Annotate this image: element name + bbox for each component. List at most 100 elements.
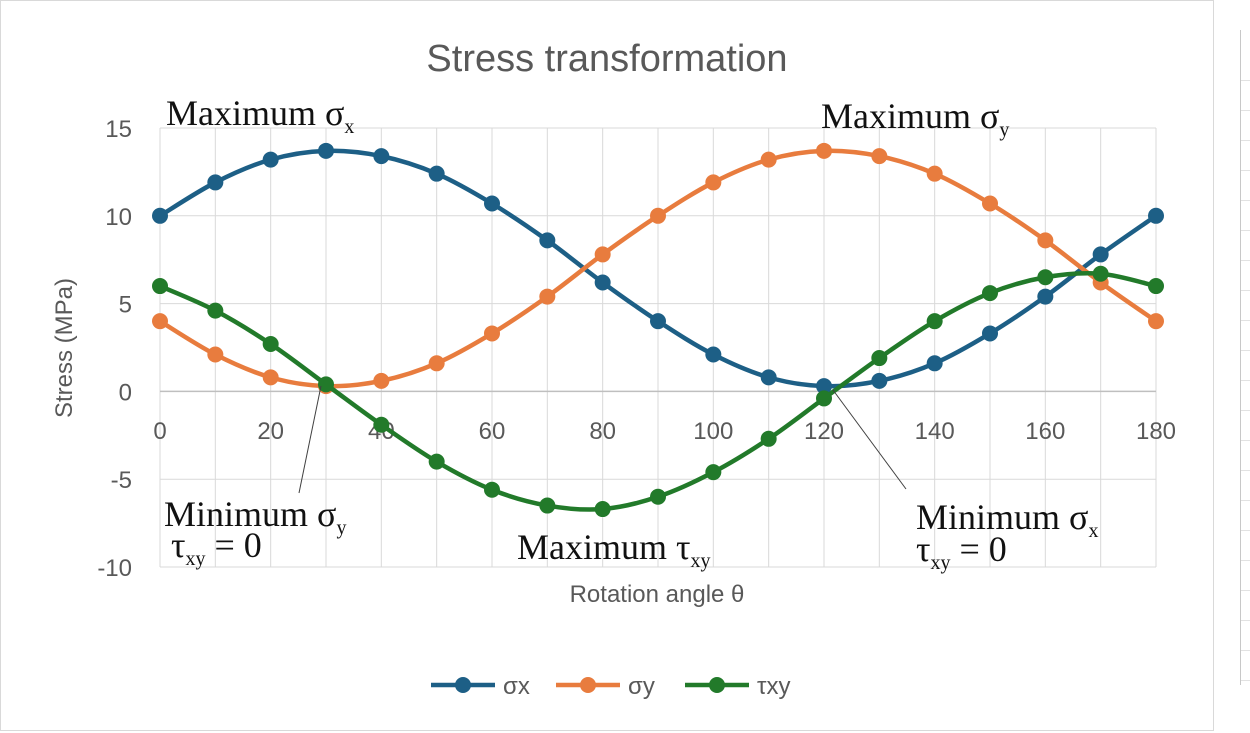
data-point[interactable]	[318, 142, 334, 159]
data-point[interactable]	[484, 195, 500, 212]
data-point[interactable]	[1148, 207, 1164, 224]
data-point[interactable]	[1037, 288, 1054, 305]
side-panel-cell	[1241, 620, 1250, 621]
data-point[interactable]	[760, 369, 777, 386]
data-point[interactable]	[650, 207, 666, 224]
data-point[interactable]	[428, 165, 445, 182]
side-panel-cell	[1241, 560, 1250, 561]
data-point[interactable]	[373, 148, 390, 165]
y-tick-label: 15	[105, 116, 132, 143]
series-3	[152, 265, 1164, 518]
side-panel-cell	[1241, 320, 1250, 321]
data-point[interactable]	[650, 488, 666, 505]
x-tick-label: 20	[257, 418, 284, 445]
legend-item-3[interactable]: τxy	[685, 673, 790, 700]
legend-label: σy	[628, 673, 655, 700]
legend-label: σx	[503, 673, 530, 700]
data-point[interactable]	[207, 346, 224, 363]
side-panel-cell	[1241, 230, 1250, 231]
data-point[interactable]	[982, 325, 998, 342]
leader-line-min-sy	[298, 385, 322, 494]
data-point[interactable]	[982, 195, 998, 212]
data-point[interactable]	[318, 376, 334, 393]
side-panel-cell	[1241, 80, 1250, 81]
data-point[interactable]	[926, 355, 943, 372]
data-point[interactable]	[207, 302, 224, 319]
annotation-max-sy: Maximum σy	[821, 96, 1009, 141]
series-layer	[152, 142, 1164, 518]
data-point[interactable]	[1148, 278, 1164, 295]
series-1	[152, 142, 1164, 395]
annotation-min-sx: Minimum σx	[916, 497, 1098, 542]
data-point[interactable]	[152, 278, 168, 295]
legend-item-1[interactable]: σx	[431, 673, 530, 700]
annotation-min-sx-line2: τxy = 0	[916, 529, 1007, 574]
side-panel-cell	[1241, 380, 1250, 381]
annotation-leaders	[298, 385, 907, 494]
data-point[interactable]	[373, 416, 390, 433]
side-panel-cell	[1241, 200, 1250, 201]
data-point[interactable]	[539, 497, 556, 514]
data-point[interactable]	[484, 481, 500, 498]
data-point[interactable]	[262, 335, 279, 352]
data-point[interactable]	[1037, 269, 1054, 286]
side-panel-cell	[1241, 500, 1250, 501]
x-tick-label: 60	[479, 418, 506, 445]
y-tick-label: 10	[105, 204, 132, 231]
x-tick-label: 140	[915, 418, 955, 445]
data-point[interactable]	[926, 313, 943, 330]
data-point[interactable]	[705, 346, 722, 363]
data-point[interactable]	[262, 369, 279, 386]
x-axis-label: Rotation angle θ	[570, 581, 745, 608]
data-point[interactable]	[705, 464, 722, 481]
data-point[interactable]	[262, 151, 279, 168]
data-point[interactable]	[650, 313, 666, 330]
data-point[interactable]	[816, 390, 832, 407]
data-point[interactable]	[152, 313, 168, 330]
data-point[interactable]	[760, 430, 777, 447]
y-tick-label: 5	[119, 292, 132, 319]
x-tick-label: 180	[1136, 418, 1176, 445]
data-point[interactable]	[1037, 232, 1054, 249]
data-point[interactable]	[207, 174, 224, 191]
data-point[interactable]	[373, 372, 390, 389]
x-tick-label: 100	[693, 418, 733, 445]
legend-swatch-marker	[455, 677, 471, 693]
data-point[interactable]	[594, 501, 611, 518]
side-panel-cell	[1241, 350, 1250, 351]
side-panel-cell	[1241, 470, 1250, 471]
annotation-min-sy: Minimum σy	[164, 494, 346, 539]
side-panel-cell	[1241, 680, 1250, 681]
legend-swatch-marker	[709, 677, 725, 693]
data-point[interactable]	[539, 232, 556, 249]
data-point[interactable]	[871, 148, 888, 165]
x-tick-label: 0	[153, 418, 166, 445]
data-point[interactable]	[152, 207, 168, 224]
data-point[interactable]	[871, 350, 888, 367]
data-point[interactable]	[539, 288, 556, 305]
data-point[interactable]	[926, 165, 943, 182]
legend-item-2[interactable]: σy	[556, 673, 655, 700]
data-point[interactable]	[816, 142, 832, 159]
x-tick-labels: 020406080100120140160180	[153, 418, 1176, 445]
data-point[interactable]	[816, 378, 832, 395]
legend[interactable]: σx σy τxy	[431, 673, 790, 700]
data-point[interactable]	[1148, 313, 1164, 330]
data-point[interactable]	[760, 151, 777, 168]
data-point[interactable]	[594, 274, 611, 291]
data-point[interactable]	[1092, 265, 1109, 282]
data-point[interactable]	[705, 174, 722, 191]
data-point[interactable]	[1092, 246, 1109, 263]
data-point[interactable]	[871, 372, 888, 389]
side-panel-cell	[1241, 140, 1250, 141]
side-panel-cell	[1241, 590, 1250, 591]
data-point[interactable]	[484, 325, 500, 342]
annotation-max-sx: Maximum σx	[166, 93, 354, 138]
data-point[interactable]	[428, 355, 445, 372]
data-point[interactable]	[594, 246, 611, 263]
data-point[interactable]	[982, 285, 998, 302]
data-point[interactable]	[428, 453, 445, 470]
side-panel-cell	[1241, 170, 1250, 171]
